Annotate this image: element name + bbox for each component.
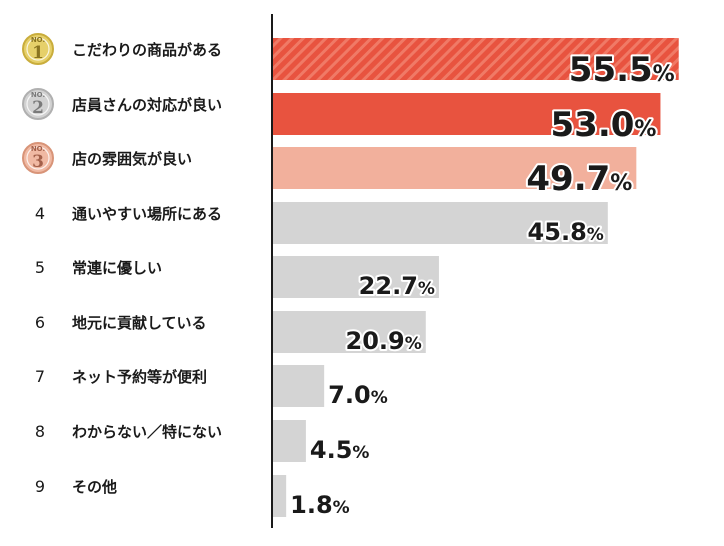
value-label: 20.9% <box>346 327 422 355</box>
bar-5 <box>273 256 439 298</box>
value-label: 4.5% <box>310 436 370 464</box>
bar-6 <box>273 311 426 353</box>
rank-number: 7 <box>35 367 45 386</box>
value-label: 7.0% <box>328 381 388 409</box>
category-label: 通いやすい場所にある <box>72 205 222 223</box>
category-label: ネット予約等が便利 <box>72 368 207 386</box>
rank-number: 5 <box>35 258 45 277</box>
medal-2-icon: NO.2 <box>22 88 54 120</box>
bar-1 <box>273 38 679 80</box>
rank-number: 1 <box>32 43 44 63</box>
bar-2 <box>273 93 661 135</box>
category-label: 店員さんの対応が良い <box>72 96 222 114</box>
category-label: 地元に貢献している <box>72 314 207 332</box>
value-label: 45.8% <box>528 218 604 246</box>
rank-number: 6 <box>35 313 45 332</box>
value-label: 22.7% <box>359 272 435 300</box>
category-label: わからない／特にない <box>72 423 222 441</box>
rank-number: 4 <box>35 204 45 223</box>
medal-label: NO. <box>31 36 45 44</box>
bar-4 <box>273 202 608 244</box>
category-label: その他 <box>72 478 117 496</box>
category-label: こだわりの商品がある <box>72 41 222 59</box>
rank-number: 8 <box>35 422 45 441</box>
value-label: 55.5% <box>569 50 675 90</box>
medal-1-icon: NO.1 <box>22 33 54 65</box>
medal-label: NO. <box>31 145 45 153</box>
bar-8 <box>273 420 306 462</box>
value-label: 53.0% <box>551 105 657 145</box>
rank-number: 3 <box>32 152 44 172</box>
value-label: 49.7% <box>526 159 632 199</box>
bar-9 <box>273 475 287 517</box>
medal-3-icon: NO.3 <box>22 142 54 174</box>
rank-number: 9 <box>35 477 45 496</box>
bar-3 <box>273 147 637 189</box>
bar-7 <box>273 365 325 407</box>
category-label: 常連に優しい <box>72 259 162 277</box>
medal-label: NO. <box>31 91 45 99</box>
rank-number: 2 <box>32 98 44 118</box>
value-label: 1.8% <box>290 491 350 519</box>
category-label: 店の雰囲気が良い <box>72 150 192 168</box>
